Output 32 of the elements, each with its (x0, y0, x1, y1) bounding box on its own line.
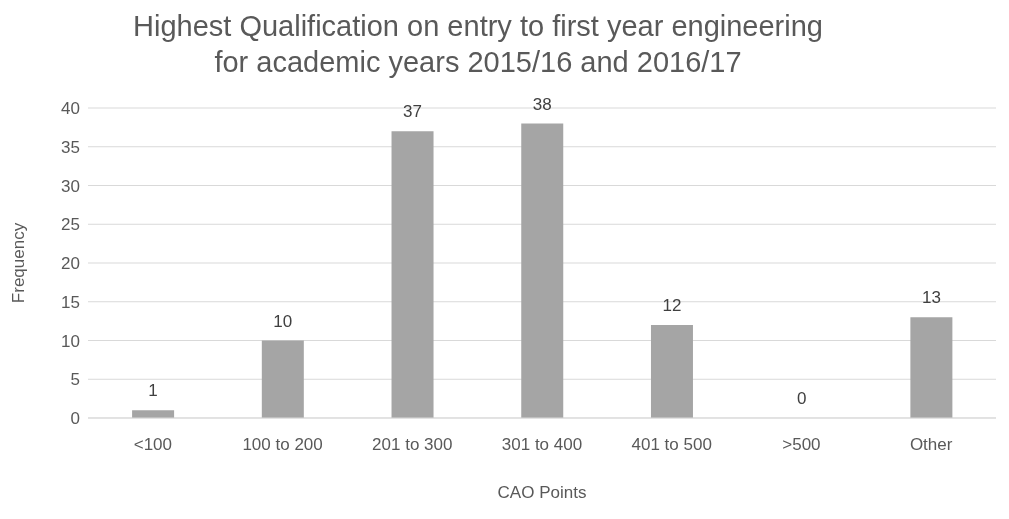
data-label: 37 (403, 102, 422, 122)
data-label: 1 (148, 381, 158, 401)
x-tick-label: <100 (133, 435, 173, 455)
data-label: 0 (796, 389, 807, 408)
data-label: 12 (662, 296, 682, 315)
y-tick-label: 20 (61, 254, 80, 274)
x-axis-title: CAO Points (497, 483, 587, 503)
y-tick-label: 5 (70, 370, 80, 390)
y-tick-label: 10 (61, 331, 80, 351)
bar (391, 131, 434, 418)
y-tick-label: 25 (61, 215, 80, 235)
x-tick-label: >500 (782, 435, 821, 455)
bar (521, 123, 564, 418)
data-label: 38 (532, 94, 552, 114)
bar (910, 317, 953, 418)
chart-title: Highest Qualification on entry to first year engineering for academic years 2015/16 and 2016/17 (132, 9, 824, 80)
y-tick-label: 0 (70, 409, 80, 429)
x-tick-label: 401 to 500 (631, 435, 712, 455)
x-tick-label: 201 to 300 (372, 435, 453, 455)
y-tick-label: 30 (61, 176, 80, 196)
x-tick-label: 301 to 400 (501, 435, 583, 455)
data-label: 13 (921, 288, 941, 308)
x-tick-label: Other (909, 435, 953, 455)
bar (650, 325, 693, 418)
bar (132, 410, 175, 418)
y-tick-label: 35 (61, 137, 80, 157)
data-label: 10 (273, 311, 293, 331)
y-tick-label: 15 (61, 292, 80, 312)
y-axis-title: Frequency (9, 222, 29, 304)
y-tick-label: 40 (61, 99, 80, 119)
bar (261, 340, 304, 418)
x-tick-label: 100 to 200 (242, 435, 323, 455)
